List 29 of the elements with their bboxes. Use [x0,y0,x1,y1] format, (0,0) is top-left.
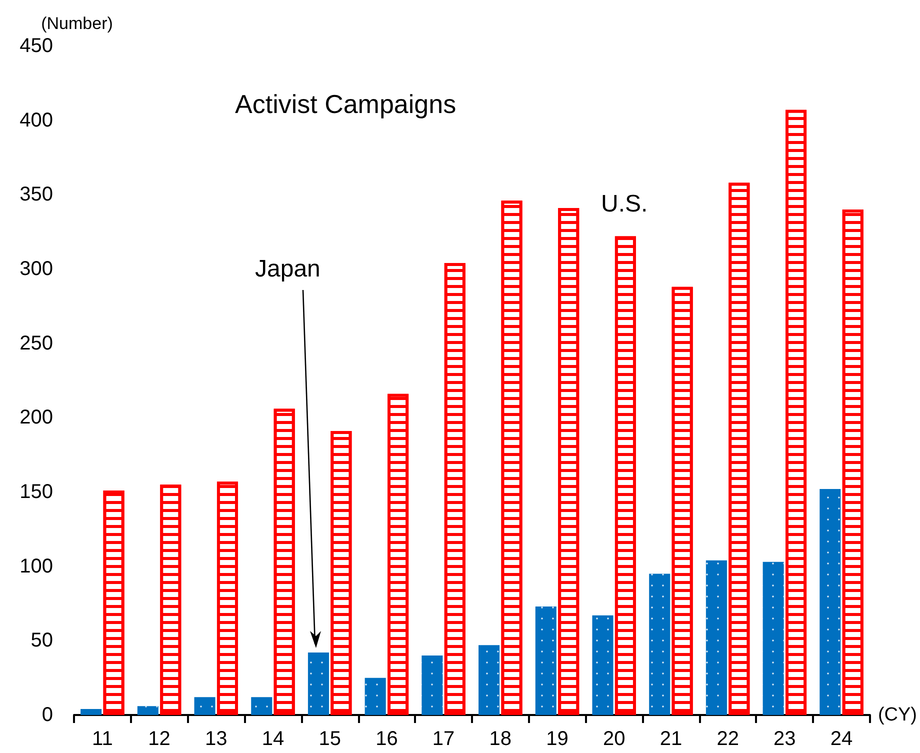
x-tick-label: 15 [318,728,341,750]
series-label: U.S. [601,190,648,218]
x-axis-title: (CY) [878,704,918,726]
x-tick-label: 22 [716,728,739,750]
x-tick-label: 12 [148,728,170,750]
x-tick-label: 14 [262,728,284,750]
y-tick-label: 100 [20,555,53,578]
y-tick-label: 150 [20,481,53,503]
y-tick-label: 400 [20,109,53,132]
x-tick-label: 21 [660,728,682,750]
y-tick-label: 450 [20,35,53,57]
y-axis-title: (Number) [41,14,113,33]
y-tick-label: 200 [20,406,53,429]
x-tick-label: 17 [432,728,455,750]
x-tick-label: 11 [92,728,113,750]
x-tick-label: 24 [830,728,853,750]
y-tick-label: 350 [20,184,53,206]
y-tick-label: 50 [30,630,53,652]
text: Activist Campaigns [235,89,456,119]
x-tick-label: 20 [602,728,626,750]
y-tick-label: 0 [42,704,53,726]
x-tick-label: 18 [489,728,512,750]
x-tick-label: 19 [546,728,568,750]
text: Japan [255,256,320,282]
y-tick-label: 300 [20,258,53,280]
x-tick-label: 16 [376,728,398,750]
x-tick-label: 13 [205,728,228,750]
x-tick-label: 23 [774,728,796,750]
y-tick-label: 250 [20,332,53,354]
